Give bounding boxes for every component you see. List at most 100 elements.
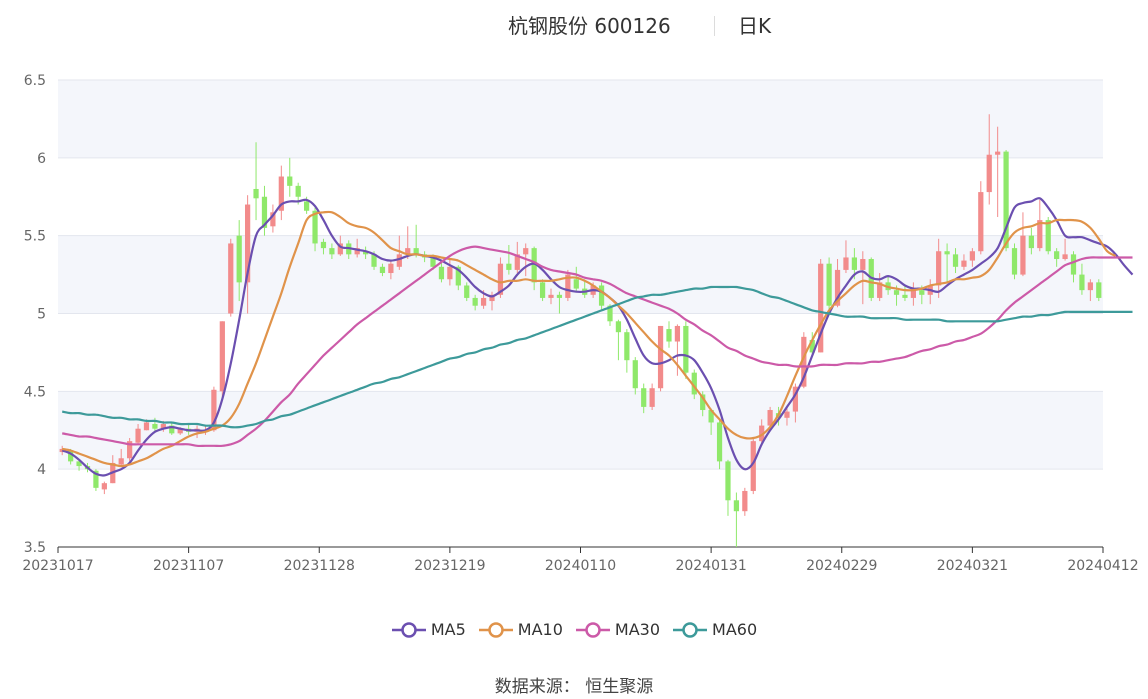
candle-body <box>160 424 166 429</box>
legend-marker-icon <box>478 621 513 638</box>
background-band <box>58 391 1103 470</box>
ma-line-ma10 <box>61 210 1117 468</box>
candle-body <box>809 339 815 353</box>
candle-body <box>497 263 504 295</box>
x-tick-label: 20231219 <box>414 558 485 574</box>
candle-body <box>287 176 293 186</box>
candle-body <box>1062 254 1068 260</box>
y-tick-label: 5 <box>37 307 46 323</box>
candle-body <box>472 297 478 306</box>
candle-body <box>598 285 605 306</box>
candle-body <box>657 325 664 389</box>
candle-body <box>750 441 756 491</box>
y-tick-label: 6.5 <box>24 73 46 89</box>
candle-body <box>1011 248 1018 275</box>
y-tick-label: 3.5 <box>24 540 46 556</box>
candle-body <box>1070 254 1077 275</box>
x-tick-label: 20231017 <box>22 558 93 574</box>
candle-body <box>784 411 790 418</box>
y-axis-ticks: 3.5 4 4.5 5 5.5 6 6.5 <box>24 73 46 556</box>
candle-body <box>607 305 613 322</box>
legend-item-ma30[interactable]: MA30 <box>575 620 660 639</box>
candle-body <box>674 325 681 342</box>
candle-body <box>902 294 908 298</box>
candle-body <box>118 458 124 465</box>
candle-body <box>371 254 377 267</box>
candle-body <box>405 248 411 255</box>
candle-body <box>320 241 327 249</box>
background-band <box>58 313 1103 392</box>
candle-body <box>312 210 318 244</box>
background-band <box>58 157 1103 236</box>
candle-body <box>337 243 343 255</box>
legend-item-ma10[interactable]: MA10 <box>478 620 563 639</box>
candle-body <box>169 425 175 434</box>
legend-marker-icon <box>391 621 426 638</box>
candle-body <box>506 263 512 270</box>
candle-body <box>455 266 461 286</box>
candle-body <box>792 386 799 412</box>
candle-body <box>649 388 655 407</box>
candle-body <box>860 259 866 270</box>
legend-label: MA30 <box>614 620 661 639</box>
candle-body <box>362 251 369 255</box>
ma-line-ma60 <box>62 285 1133 429</box>
candle-body <box>261 196 268 228</box>
candle-body <box>135 428 141 443</box>
candle-body <box>1054 251 1060 260</box>
candle-body <box>1037 220 1043 249</box>
period-label[interactable]: 日K <box>738 14 772 38</box>
candle-body <box>270 212 276 227</box>
candle-body <box>388 263 394 274</box>
x-tick-label: 20231107 <box>153 558 224 574</box>
candle-body <box>910 290 916 298</box>
candle-body <box>952 254 959 267</box>
candle-body <box>76 461 82 467</box>
candle-body <box>278 176 284 211</box>
candle-body <box>1079 274 1085 291</box>
candle-body <box>447 266 453 280</box>
candle-body <box>986 154 992 193</box>
candle-body <box>531 248 537 283</box>
candle-body <box>152 424 158 429</box>
candle-body <box>548 294 554 298</box>
candle-body <box>700 394 706 411</box>
candle-body <box>143 422 150 431</box>
candle-body <box>1003 151 1009 249</box>
candle-body <box>101 483 107 490</box>
candle-body <box>615 321 622 333</box>
legend-marker-icon <box>673 621 708 638</box>
x-axis: 20231017 20231107 20231128 20231219 20240110… <box>22 546 1139 574</box>
x-tick-label: 20240229 <box>806 558 877 574</box>
y-tick-label: 6 <box>37 151 46 167</box>
candle-body <box>539 282 546 298</box>
candle-body <box>303 201 310 211</box>
candle-body <box>834 269 841 306</box>
legend-label: MA5 <box>430 620 466 639</box>
candle-body <box>666 329 672 342</box>
candle-body <box>464 285 470 298</box>
legend-item-ma5[interactable]: MA5 <box>391 620 466 639</box>
x-tick-label: 20231128 <box>284 558 355 574</box>
candle-body <box>944 251 950 255</box>
title-separator <box>714 16 715 36</box>
candle-body <box>759 425 765 442</box>
candle-body <box>253 188 259 199</box>
candle-body <box>295 185 301 197</box>
x-tick-label: 20240412 <box>1067 558 1138 574</box>
candle-body <box>236 235 242 283</box>
candle-body <box>801 336 807 387</box>
candle-body <box>480 297 487 306</box>
candle-body <box>843 257 849 270</box>
candle-body <box>1045 220 1051 252</box>
x-tick-label: 20240110 <box>545 558 616 574</box>
candle-body <box>691 372 697 395</box>
candle-body <box>127 441 133 459</box>
candle-body <box>438 266 445 280</box>
legend-item-ma60[interactable]: MA60 <box>672 620 757 639</box>
candle-body <box>1020 235 1026 275</box>
candle-body <box>936 251 942 286</box>
chart-title: 杭钢股份 600126 <box>508 14 671 38</box>
candle-body <box>523 248 529 255</box>
candle-body <box>624 332 630 361</box>
